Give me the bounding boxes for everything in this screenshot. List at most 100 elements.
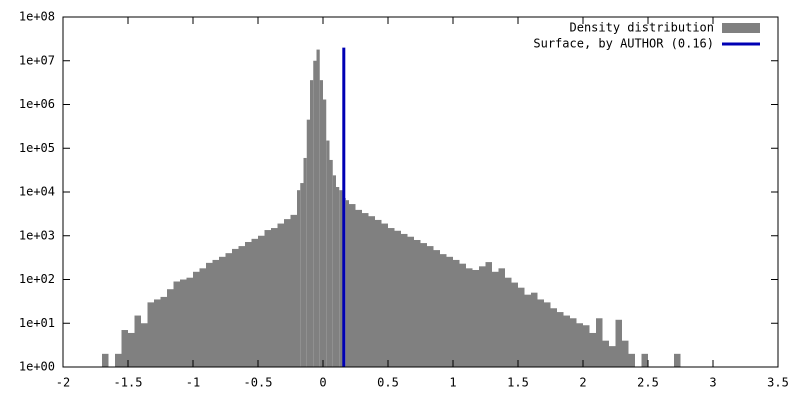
bar (115, 353, 122, 367)
bar (414, 239, 421, 367)
bar (550, 308, 557, 367)
bar (271, 228, 278, 367)
legend-label: Density distribution (570, 21, 715, 35)
bar (173, 281, 180, 367)
bar (141, 323, 148, 367)
bar (674, 353, 681, 367)
bar (589, 332, 596, 367)
bar (167, 289, 174, 367)
legend-label: Surface, by AUTHOR (0.16) (533, 37, 714, 51)
bar (641, 353, 648, 367)
bar (362, 213, 369, 367)
bar (345, 200, 349, 367)
legend: Density distribution Surface, by AUTHOR (… (533, 21, 760, 51)
x-tick-label: -1 (186, 376, 200, 390)
bar (300, 183, 304, 367)
bar (160, 296, 167, 367)
bar (479, 266, 486, 367)
bar (375, 219, 382, 367)
x-tick-label: -0.5 (244, 376, 273, 390)
bar (336, 187, 340, 367)
bar (628, 353, 635, 367)
bar (349, 204, 356, 367)
bar (518, 287, 525, 367)
bar (563, 315, 570, 367)
bar (212, 259, 219, 367)
bar (199, 268, 206, 367)
bar (609, 346, 616, 367)
bar (557, 312, 564, 367)
bar (511, 282, 518, 367)
bar (368, 216, 375, 367)
bar (290, 214, 297, 367)
bar (147, 302, 154, 367)
bar (355, 209, 362, 367)
bar (524, 294, 531, 367)
bar (303, 157, 307, 367)
bar (472, 269, 479, 367)
y-tick-label: 1e+07 (19, 53, 55, 67)
legend-swatch (722, 23, 760, 33)
bar (186, 277, 193, 367)
bar (381, 223, 388, 367)
bar (238, 246, 245, 367)
y-tick-label: 1e+00 (19, 360, 55, 374)
bar (225, 253, 232, 367)
bar (440, 254, 447, 367)
bar (329, 159, 333, 367)
bar (326, 140, 330, 367)
x-tick-label: 3 (709, 376, 716, 390)
bar (219, 256, 226, 367)
y-tick-label: 1e+08 (19, 10, 55, 24)
bar (622, 340, 629, 367)
bar (232, 248, 239, 367)
bar (128, 332, 135, 367)
bar (193, 271, 200, 367)
bar (206, 262, 213, 367)
bar (531, 292, 538, 367)
bar (394, 230, 401, 367)
bar (121, 330, 128, 367)
x-tick-label: 3.5 (767, 376, 789, 390)
bar (332, 175, 336, 367)
bar (505, 277, 512, 367)
bar (596, 318, 603, 367)
y-tick-label: 1e+06 (19, 97, 55, 111)
bar (313, 60, 317, 367)
bar (537, 299, 544, 367)
bar (323, 99, 327, 367)
bar (453, 259, 460, 367)
x-tick-label: 1.5 (507, 376, 529, 390)
bar (446, 256, 453, 367)
bar (583, 325, 590, 367)
y-tick-label: 1e+05 (19, 141, 55, 155)
bar (433, 250, 440, 367)
bar (277, 223, 284, 367)
y-tick-label: 1e+04 (19, 185, 55, 199)
bar (284, 219, 291, 367)
bar (102, 353, 109, 367)
bar (459, 263, 466, 367)
x-tick-label: -1.5 (114, 376, 143, 390)
bar (310, 80, 314, 367)
bar (180, 279, 187, 367)
bar (602, 340, 609, 367)
bar (576, 323, 583, 367)
bar (251, 238, 258, 367)
bar (245, 241, 252, 367)
bar (485, 262, 492, 367)
bar (264, 230, 271, 367)
bar (544, 302, 551, 367)
x-tick-label: -2 (56, 376, 70, 390)
bar (498, 268, 505, 367)
bar (388, 228, 395, 367)
bar (401, 233, 408, 367)
y-tick-label: 1e+03 (19, 228, 55, 242)
bar (306, 119, 310, 367)
bar (492, 271, 499, 367)
bar (154, 299, 161, 367)
x-tick-label: 2 (579, 376, 586, 390)
bar (134, 315, 141, 367)
